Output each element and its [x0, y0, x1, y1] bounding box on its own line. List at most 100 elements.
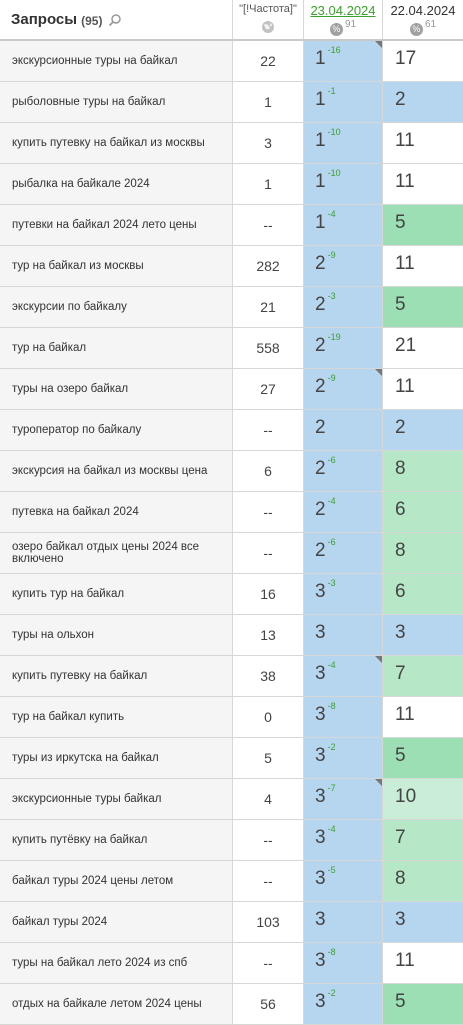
query-cell[interactable]: рыболовные туры на байкал	[0, 82, 233, 122]
table-row[interactable]: туры на ольхон 13 3 3	[0, 615, 463, 656]
position-date1-cell[interactable]: 3	[304, 615, 383, 655]
table-row[interactable]: туры на байкал лето 2024 из спб -- 3 -8 11	[0, 943, 463, 984]
query-cell[interactable]: туры на байкал лето 2024 из спб	[0, 943, 233, 983]
position-date1-cell[interactable]: 1 -16	[304, 41, 383, 81]
position-date2-cell[interactable]: 11	[383, 943, 463, 983]
table-row[interactable]: тур на байкал из москвы 282 2 -9 11	[0, 246, 463, 287]
position-date1-cell[interactable]: 3 -8	[304, 943, 383, 983]
position-date1-cell[interactable]: 2 -9	[304, 246, 383, 286]
position-date2-cell[interactable]: 11	[383, 697, 463, 737]
frequency-column-header[interactable]: "[!Частота]"	[233, 0, 304, 39]
position-date1-cell[interactable]: 3 -4	[304, 656, 383, 696]
table-row[interactable]: байкал туры 2024 цены летом -- 3 -5 8	[0, 861, 463, 902]
table-row[interactable]: купить тур на байкал 16 3 -3 6	[0, 574, 463, 615]
query-cell[interactable]: рыбалка на байкале 2024	[0, 164, 233, 204]
position-date2-cell[interactable]: 7	[383, 656, 463, 696]
table-row[interactable]: озеро байкал отдых цены 2024 все включен…	[0, 533, 463, 574]
date1-link[interactable]: 23.04.2024	[310, 3, 376, 18]
position-date2-cell[interactable]: 8	[383, 861, 463, 901]
query-cell[interactable]: байкал туры 2024	[0, 902, 233, 942]
position-date2-cell[interactable]: 8	[383, 451, 463, 491]
queries-column-header[interactable]: Запросы (95)	[0, 0, 233, 39]
note-corner-marker[interactable]	[375, 779, 382, 786]
query-cell[interactable]: купить путёвку на байкал	[0, 820, 233, 860]
table-row[interactable]: рыболовные туры на байкал 1 1 -1 2	[0, 82, 463, 123]
query-cell[interactable]: купить путевку на байкал из москвы	[0, 123, 233, 163]
date1-column-header[interactable]: 23.04.2024 % 91	[304, 0, 383, 39]
position-date1-cell[interactable]: 1 -10	[304, 123, 383, 163]
position-date1-cell[interactable]: 3 -8	[304, 697, 383, 737]
query-cell[interactable]: экскурсия на байкал из москвы цена	[0, 451, 233, 491]
table-row[interactable]: тур на байкал купить 0 3 -8 11	[0, 697, 463, 738]
query-cell[interactable]: экскурсионные туры байкал	[0, 779, 233, 819]
table-row[interactable]: путевки на байкал 2024 лето цены -- 1 -4 5	[0, 205, 463, 246]
query-cell[interactable]: купить путевку на байкал	[0, 656, 233, 696]
table-row[interactable]: туры на озеро байкал 27 2 -9 11	[0, 369, 463, 410]
position-date1-cell[interactable]: 2	[304, 410, 383, 450]
table-row[interactable]: экскурсионные туры байкал 4 3 -7 10	[0, 779, 463, 820]
query-cell[interactable]: экскурсии по байкалу	[0, 287, 233, 327]
note-corner-marker[interactable]	[375, 656, 382, 663]
search-icon[interactable]	[108, 13, 122, 27]
position-date1-cell[interactable]: 3 -2	[304, 984, 383, 1024]
position-date2-cell[interactable]: 11	[383, 246, 463, 286]
table-row[interactable]: купить путевку на байкал 38 3 -4 7	[0, 656, 463, 697]
query-cell[interactable]: озеро байкал отдых цены 2024 все включен…	[0, 533, 233, 573]
position-date2-cell[interactable]: 6	[383, 574, 463, 614]
position-date2-cell[interactable]: 5	[383, 205, 463, 245]
position-date2-cell[interactable]: 5	[383, 738, 463, 778]
position-date1-cell[interactable]: 2 -3	[304, 287, 383, 327]
position-date1-cell[interactable]: 2 -9	[304, 369, 383, 409]
table-row[interactable]: тур на байкал 558 2 -19 21	[0, 328, 463, 369]
position-date1-cell[interactable]: 3 -2	[304, 738, 383, 778]
date2-column-header[interactable]: 22.04.2024 % 61	[383, 0, 463, 39]
position-date2-cell[interactable]: 2	[383, 410, 463, 450]
table-row[interactable]: рыбалка на байкале 2024 1 1 -10 11	[0, 164, 463, 205]
position-date1-cell[interactable]: 3 -3	[304, 574, 383, 614]
query-cell[interactable]: туры из иркутска на байкал	[0, 738, 233, 778]
table-row[interactable]: экскурсия на байкал из москвы цена 6 2 -6 8	[0, 451, 463, 492]
position-date1-cell[interactable]: 2 -4	[304, 492, 383, 532]
position-date2-cell[interactable]: 5	[383, 287, 463, 327]
position-date2-cell[interactable]: 3	[383, 615, 463, 655]
position-date2-cell[interactable]: 10	[383, 779, 463, 819]
position-date1-cell[interactable]: 2 -6	[304, 451, 383, 491]
table-row[interactable]: купить путевку на байкал из москвы 3 1 -10 1…	[0, 123, 463, 164]
note-corner-marker[interactable]	[375, 41, 382, 48]
table-row[interactable]: путевка на байкал 2024 -- 2 -4 6	[0, 492, 463, 533]
position-date2-cell[interactable]: 11	[383, 369, 463, 409]
position-date1-cell[interactable]: 1 -10	[304, 164, 383, 204]
table-row[interactable]: экскурсионные туры на байкал 22 1 -16 17	[0, 41, 463, 82]
query-cell[interactable]: тур на байкал	[0, 328, 233, 368]
query-cell[interactable]: тур на байкал из москвы	[0, 246, 233, 286]
table-row[interactable]: туроператор по байкалу -- 2 2	[0, 410, 463, 451]
query-cell[interactable]: отдых на байкале летом 2024 цены	[0, 984, 233, 1024]
position-date2-cell[interactable]: 5	[383, 984, 463, 1024]
position-date2-cell[interactable]: 6	[383, 492, 463, 532]
position-date1-cell[interactable]: 3 -4	[304, 820, 383, 860]
position-date1-cell[interactable]: 2 -6	[304, 533, 383, 573]
position-date2-cell[interactable]: 11	[383, 164, 463, 204]
query-cell[interactable]: туры на ольхон	[0, 615, 233, 655]
note-corner-marker[interactable]	[375, 369, 382, 376]
position-date2-cell[interactable]: 11	[383, 123, 463, 163]
query-cell[interactable]: купить тур на байкал	[0, 574, 233, 614]
table-row[interactable]: купить путёвку на байкал -- 3 -4 7	[0, 820, 463, 861]
position-date1-cell[interactable]: 1 -1	[304, 82, 383, 122]
position-date2-cell[interactable]: 17	[383, 41, 463, 81]
table-row[interactable]: байкал туры 2024 103 3 3	[0, 902, 463, 943]
position-date2-cell[interactable]: 3	[383, 902, 463, 942]
query-cell[interactable]: экскурсионные туры на байкал	[0, 41, 233, 81]
position-date2-cell[interactable]: 2	[383, 82, 463, 122]
position-date2-cell[interactable]: 7	[383, 820, 463, 860]
query-cell[interactable]: туроператор по байкалу	[0, 410, 233, 450]
position-date1-cell[interactable]: 3	[304, 902, 383, 942]
table-row[interactable]: экскурсии по байкалу 21 2 -3 5	[0, 287, 463, 328]
table-row[interactable]: отдых на байкале летом 2024 цены 56 3 -2 5	[0, 984, 463, 1025]
position-date2-cell[interactable]: 8	[383, 533, 463, 573]
query-cell[interactable]: тур на байкал купить	[0, 697, 233, 737]
position-date1-cell[interactable]: 1 -4	[304, 205, 383, 245]
position-date1-cell[interactable]: 3 -5	[304, 861, 383, 901]
position-date1-cell[interactable]: 2 -19	[304, 328, 383, 368]
query-cell[interactable]: путевки на байкал 2024 лето цены	[0, 205, 233, 245]
